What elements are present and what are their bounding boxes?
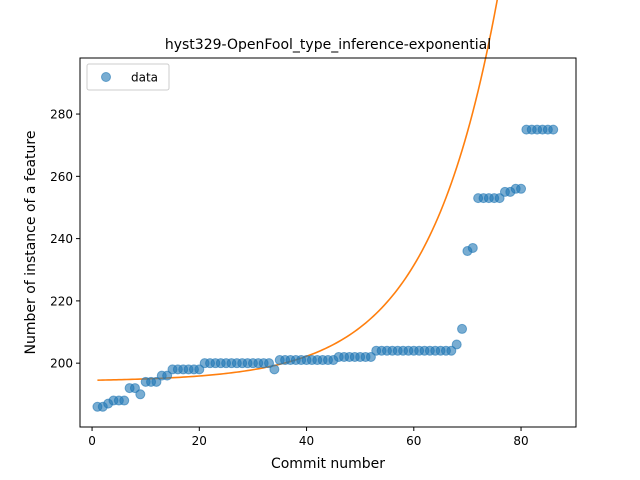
data-point [446, 345, 457, 356]
x-tick-label: 20 [192, 434, 207, 448]
data-point [129, 383, 140, 394]
data-points-layer [92, 124, 559, 412]
data-point [162, 370, 173, 381]
legend-marker-data [101, 72, 111, 82]
plot-background [80, 58, 576, 427]
data-point [467, 242, 478, 253]
data-point [194, 364, 205, 375]
y-tick-label: 200 [50, 357, 73, 371]
x-tick-label: 80 [513, 434, 528, 448]
x-axis-label: Commit number [271, 456, 385, 472]
data-point [516, 183, 527, 194]
legend-box [86, 63, 170, 91]
fit-line [97, 0, 499, 381]
x-tick-label: 60 [406, 434, 421, 448]
data-point [119, 395, 130, 406]
plot-frame [79, 57, 577, 428]
fit-line-layer [97, 0, 499, 381]
y-axis-ticks: 200 220 240 260 280 [50, 108, 80, 371]
data-point [548, 124, 559, 135]
data-point [135, 389, 146, 400]
y-axis-label: Number of instance of a feature [23, 131, 39, 355]
data-point [365, 351, 376, 362]
x-tick-label: 40 [299, 434, 314, 448]
data-point [451, 339, 462, 350]
y-tick-label: 260 [50, 170, 73, 184]
y-tick-label: 280 [50, 108, 73, 122]
y-tick-label: 220 [50, 294, 73, 308]
y-tick-label: 240 [50, 232, 73, 246]
chart-title: hyst329-OpenFool_type_inference-exponent… [165, 37, 491, 53]
legend-label-data: data [131, 71, 158, 85]
data-point [269, 364, 280, 375]
data-point [151, 376, 162, 387]
data-point [457, 323, 468, 334]
x-axis-ticks: 0 20 40 60 80 [88, 427, 529, 448]
data-point [494, 193, 505, 204]
legend: data [86, 63, 170, 91]
x-tick-label: 0 [88, 434, 96, 448]
data-point [264, 358, 275, 369]
